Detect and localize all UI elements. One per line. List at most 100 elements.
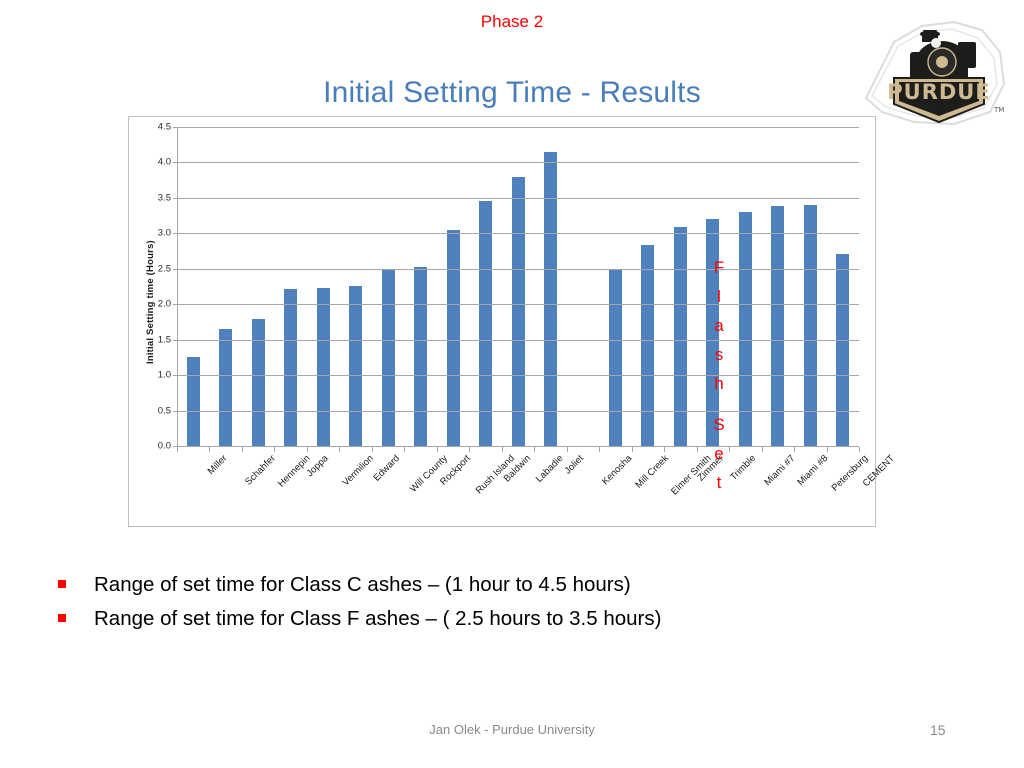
x-axis-labels: Miller Schahfer Hennepin Joppa Vermilion Edwa… (177, 453, 897, 523)
x-tick-mark (534, 447, 536, 452)
y-tick-mark (173, 268, 177, 270)
x-tick-mark (371, 447, 373, 452)
y-tick-mark (173, 304, 177, 306)
list-item: Range of set time for Class F ashes – ( … (58, 606, 958, 632)
bar (738, 212, 752, 446)
flash-set-letter: l (717, 287, 721, 306)
flash-set-letter: h (714, 374, 724, 393)
bar (381, 268, 395, 446)
x-tick-mark (274, 447, 276, 452)
square-bullet-icon (58, 614, 66, 622)
x-tick-mark (469, 447, 471, 452)
square-bullet-icon (58, 580, 66, 588)
x-tick-label: Petersburg (829, 453, 871, 494)
y-tick-label: 0.0 (157, 440, 171, 452)
y-tick-label: 4.5 (157, 121, 171, 133)
gridline (177, 339, 859, 341)
y-tick-label: 4.0 (157, 156, 171, 168)
purdue-logo: PURDUE TM (858, 12, 1010, 130)
gridline (177, 375, 859, 377)
x-tick-mark (306, 447, 308, 452)
footer-page-number: 15 (930, 722, 946, 738)
y-tick-mark (173, 127, 177, 128)
x-tick-label: Vermilion (340, 453, 376, 489)
y-tick-label: 2.0 (157, 298, 171, 310)
bar (641, 244, 655, 446)
bar (251, 319, 265, 446)
x-tick-mark (241, 447, 243, 452)
phase-label: Phase 2 (480, 12, 544, 31)
y-tick-mark (173, 197, 177, 199)
plot-area: 0.0 0.5 1.0 1.5 2.0 2.5 3.0 3.5 4.0 4.5 (158, 122, 860, 452)
y-tick-label: 3.0 (157, 227, 171, 239)
bar (349, 285, 363, 446)
bars-layer (177, 127, 859, 447)
y-tick-mark (173, 446, 177, 447)
bar (511, 177, 525, 446)
x-tick-mark (859, 447, 860, 452)
flash-set-letter: e (714, 444, 724, 463)
bar (836, 253, 850, 446)
flash-set-letter: F (713, 258, 725, 277)
bar (479, 200, 493, 446)
bar (706, 219, 720, 446)
x-tick-mark (339, 447, 341, 452)
bar (803, 204, 817, 446)
x-tick-label: Mill Creek (633, 453, 672, 491)
gridline (177, 304, 859, 306)
x-tick-mark (566, 447, 568, 452)
x-tick-label: Kenosha (599, 453, 635, 488)
flash-set-letter: a (714, 316, 724, 335)
x-tick-label: Joliet (562, 453, 587, 477)
flash-set-letter: S (713, 415, 725, 434)
x-tick-mark (826, 447, 828, 452)
gridline (177, 127, 859, 128)
y-tick-label: 1.5 (157, 334, 171, 346)
gridline (177, 410, 859, 412)
x-tick-label: Edward (371, 453, 402, 484)
y-tick-mark (173, 375, 177, 377)
bullet-list: Range of set time for Class C ashes – (1… (58, 572, 958, 640)
x-tick-mark (664, 447, 666, 452)
y-tick-mark (173, 233, 177, 235)
x-tick-label: Miami #8 (795, 453, 831, 489)
bar (414, 267, 428, 446)
y-tick-mark (173, 339, 177, 341)
x-tick-label: Labadie (533, 453, 566, 485)
y-tick-label: 2.5 (157, 263, 171, 275)
x-tick-mark (177, 447, 178, 452)
page-title: Initial Setting Time - Results (323, 76, 701, 109)
gridline (177, 233, 859, 235)
svg-text:PURDUE: PURDUE (887, 80, 990, 104)
bar (446, 229, 460, 446)
gridline (177, 162, 859, 164)
y-axis-line (177, 127, 178, 447)
bar (543, 151, 557, 446)
x-tick-mark (794, 447, 796, 452)
footer-author: Jan Olek - Purdue University (429, 722, 595, 737)
x-tick-mark (501, 447, 503, 452)
plot-inner: 0.0 0.5 1.0 1.5 2.0 2.5 3.0 3.5 4.0 4.5 (158, 122, 860, 452)
chart-container: Initial Setting time (Hours) 0.0 0.5 1.0 1.… (128, 116, 897, 527)
bullet-text: Range of set time for Class F ashes – ( … (94, 607, 662, 630)
x-tick-label: Miller (205, 453, 230, 477)
bar (771, 206, 785, 446)
bar (673, 226, 687, 446)
svg-text:TM: TM (993, 106, 1004, 114)
y-tick-label: 0.5 (157, 405, 171, 417)
x-tick-label: Schahfer (242, 453, 278, 488)
x-tick-mark (761, 447, 763, 452)
purdue-logo-icon: PURDUE TM (864, 20, 1006, 126)
gridline (177, 197, 859, 199)
x-tick-label: Miami #7 (762, 453, 798, 489)
flash-set-letter: s (714, 345, 724, 364)
bullet-text: Range of set time for Class C ashes – (1… (94, 573, 631, 596)
y-tick-mark (173, 410, 177, 412)
flash-set-letter: t (716, 473, 722, 492)
y-tick-label: 1.0 (157, 369, 171, 381)
x-tick-mark (631, 447, 633, 452)
